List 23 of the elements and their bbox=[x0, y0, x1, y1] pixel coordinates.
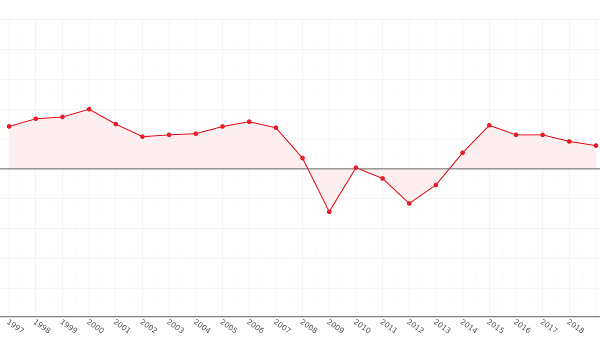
point bbox=[220, 124, 225, 129]
point bbox=[594, 143, 598, 148]
point bbox=[274, 125, 278, 130]
point bbox=[300, 156, 305, 160]
point bbox=[140, 134, 145, 140]
point bbox=[326, 209, 332, 214]
point bbox=[113, 122, 118, 126]
point bbox=[540, 132, 545, 138]
point bbox=[380, 176, 385, 181]
point bbox=[486, 122, 492, 128]
point bbox=[60, 114, 65, 120]
point bbox=[460, 150, 465, 156]
point bbox=[166, 132, 172, 138]
point bbox=[406, 201, 412, 206]
point bbox=[434, 182, 438, 188]
point bbox=[193, 131, 198, 136]
point bbox=[354, 165, 358, 170]
point bbox=[6, 124, 12, 129]
point bbox=[86, 106, 92, 112]
point bbox=[246, 119, 252, 124]
point bbox=[514, 132, 518, 138]
point bbox=[566, 139, 572, 144]
point bbox=[33, 116, 38, 122]
